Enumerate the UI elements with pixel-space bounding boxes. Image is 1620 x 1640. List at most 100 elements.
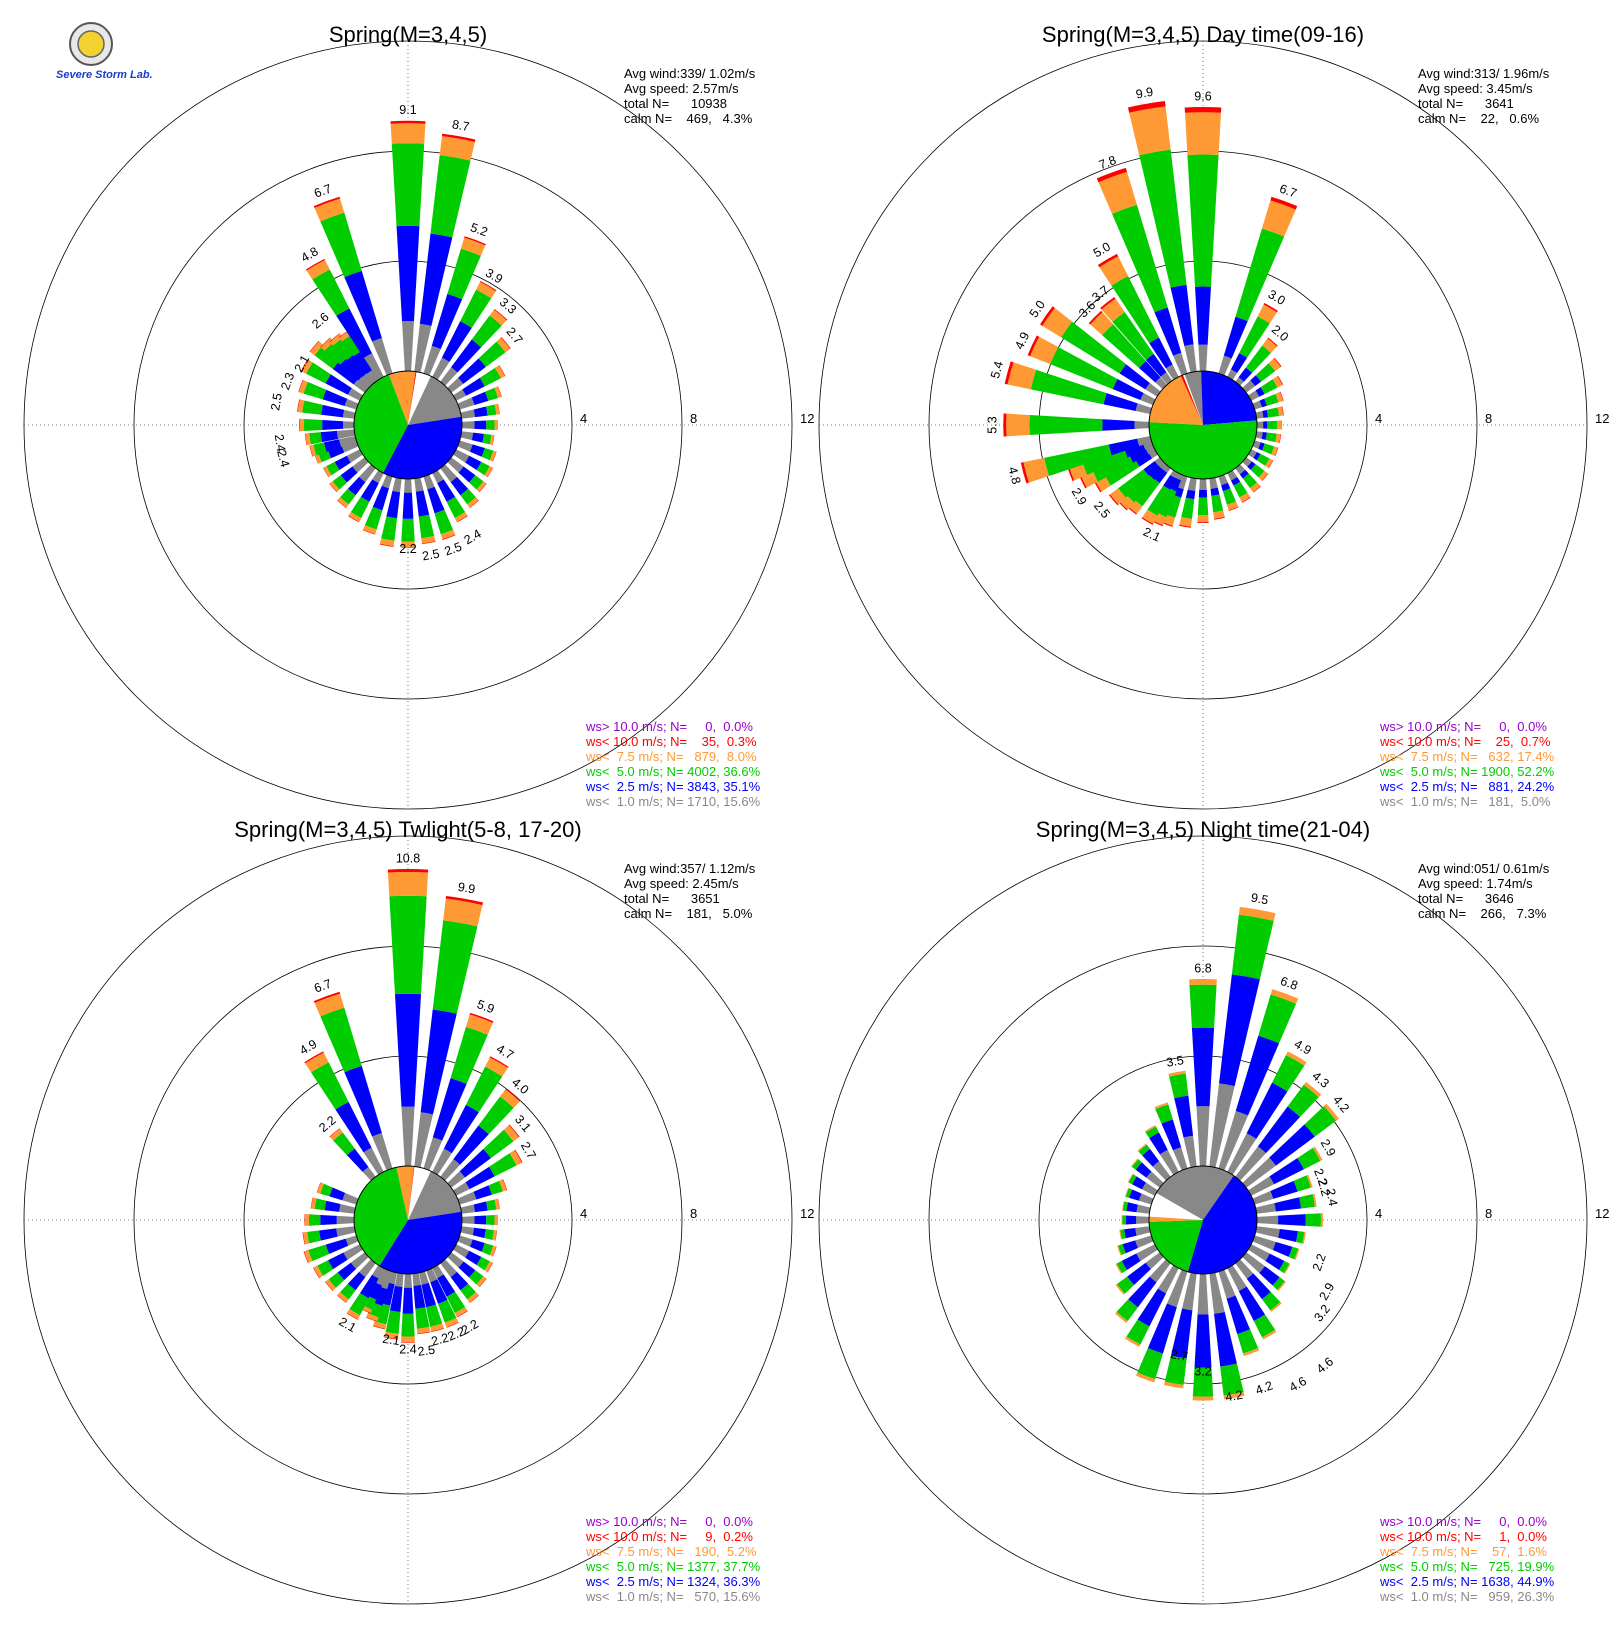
sector-bar-lt1 bbox=[1218, 355, 1232, 376]
sector-bar-lt5 bbox=[1272, 1277, 1285, 1290]
ring-label: 4 bbox=[580, 411, 587, 426]
sector-bar-lt25 bbox=[323, 439, 342, 452]
sector-bar-lt5 bbox=[1082, 448, 1128, 475]
sector-bar-lt1 bbox=[363, 353, 384, 380]
sector-bar-lt10 bbox=[487, 467, 494, 478]
sector-bar-lt75 bbox=[1303, 1081, 1322, 1098]
sector-bar-lt5 bbox=[1296, 1231, 1305, 1244]
sector-bar-lt1 bbox=[1252, 440, 1261, 449]
sector-value-label: 5.9 bbox=[475, 997, 496, 1016]
sector-bar-lt25 bbox=[1127, 1262, 1151, 1285]
sector-bar-lt75 bbox=[1262, 1329, 1277, 1340]
logo-text: Severe Storm Lab. bbox=[56, 69, 153, 81]
sector-bar-lt10 bbox=[441, 133, 476, 142]
sector-value-label: 3.9 bbox=[483, 266, 505, 287]
sector-bar-lt25 bbox=[332, 360, 359, 385]
sector-value-label: 2.9 bbox=[1318, 1137, 1339, 1159]
sector-bar-lt75 bbox=[416, 1326, 431, 1334]
sector-bar-lt25 bbox=[473, 1201, 488, 1213]
sector-bar-lt75 bbox=[1312, 1193, 1317, 1207]
sector-bar-lt5 bbox=[1192, 1367, 1214, 1397]
sector-bar-lt1 bbox=[1149, 1259, 1171, 1283]
sector-value-label: 5.0 bbox=[1027, 298, 1048, 320]
legend-entry: ws< 1.0 m/s; N= 181, 5.0% bbox=[1379, 794, 1551, 809]
sector-bar-lt10 bbox=[1184, 107, 1222, 113]
calm-pie-slice-lt5 bbox=[1149, 420, 1257, 480]
sector-bar-lt5 bbox=[1156, 488, 1177, 518]
legend-entry: ws< 10.0 m/s; N= 1, 0.0% bbox=[1379, 1529, 1547, 1544]
sector-bar-lt10 bbox=[442, 534, 456, 540]
sector-bar-lt1 bbox=[1248, 1176, 1275, 1196]
sector-bar-lt25 bbox=[340, 466, 358, 483]
sector-bar-lt1 bbox=[402, 320, 414, 372]
legend-entry: ws< 10.0 m/s; N= 9, 0.2% bbox=[585, 1529, 753, 1544]
sector-bar-lt25 bbox=[372, 485, 390, 511]
sector-bar-lt5 bbox=[1118, 1244, 1126, 1256]
sector-bar-lt25 bbox=[402, 1287, 414, 1314]
sector-bar-lt25 bbox=[1128, 1276, 1157, 1308]
sector-bar-lt75 bbox=[314, 198, 345, 222]
ring-label: 4 bbox=[1375, 1206, 1382, 1221]
sector-bar-lt25 bbox=[372, 1286, 388, 1306]
sector-bar-lt25 bbox=[396, 225, 420, 322]
sector-bar-lt25 bbox=[450, 1271, 469, 1291]
sector-bar-lt5 bbox=[415, 1307, 430, 1329]
sector-bar-lt25 bbox=[1270, 1180, 1298, 1199]
sector-value-label: 2.5 bbox=[421, 547, 441, 564]
sector-bar-lt75 bbox=[1262, 338, 1277, 353]
calm-pie-slice-lt75 bbox=[1149, 375, 1203, 425]
sector-bar-lt5 bbox=[1233, 481, 1248, 498]
legend-entry: ws< 5.0 m/s; N= 4002, 36.6% bbox=[585, 764, 761, 779]
sector-bar-lt75 bbox=[390, 123, 426, 144]
sector-bar-lt1 bbox=[1136, 1244, 1158, 1262]
calm-pie-outline bbox=[353, 370, 463, 480]
legend-entry: ws< 2.5 m/s; N= 1324, 36.3% bbox=[585, 1574, 761, 1589]
sector-bar-lt75 bbox=[494, 1214, 498, 1226]
sector-bar-lt5 bbox=[484, 1229, 494, 1240]
sector-bar-lt1 bbox=[359, 1259, 376, 1278]
sector-bar-lt1 bbox=[453, 1244, 470, 1258]
sector-bar-lt10 bbox=[479, 280, 497, 292]
sector-bar-lt10 bbox=[508, 1124, 520, 1138]
sector-bar-lt75 bbox=[384, 1331, 399, 1339]
sector-bar-lt5 bbox=[1220, 1363, 1244, 1396]
sector-bar-lt25 bbox=[1145, 353, 1167, 377]
sector-bar-lt10 bbox=[421, 541, 436, 545]
sector-bar-lt25 bbox=[1135, 452, 1153, 467]
sector-bar-lt75 bbox=[1142, 509, 1158, 524]
sector-bar-lt75 bbox=[1283, 1263, 1291, 1274]
sector-bar-lt1 bbox=[1196, 1106, 1210, 1167]
sector-value-label: 2.4 bbox=[272, 433, 288, 452]
sector-bar-lt1 bbox=[418, 1271, 429, 1285]
sector-bar-lt5 bbox=[1256, 453, 1270, 466]
sector-value-label: 2.4 bbox=[1323, 1188, 1340, 1208]
sector-bar-lt10 bbox=[400, 1341, 416, 1343]
sector-bar-lt1 bbox=[461, 1216, 475, 1224]
sector-bar-lt1 bbox=[381, 474, 393, 489]
sector-bar-lt1 bbox=[363, 1147, 384, 1175]
sector-bar-lt25 bbox=[459, 1149, 491, 1178]
sector-bar-lt25 bbox=[473, 406, 488, 418]
sector-bar-lt1 bbox=[352, 457, 369, 473]
sector-bar-lt75 bbox=[329, 1128, 343, 1141]
sector-bar-lt75 bbox=[1144, 1125, 1156, 1133]
ring-label: 12 bbox=[1595, 1206, 1609, 1221]
sector-value-label: 9.9 bbox=[1135, 85, 1155, 102]
sector-bar-lt25 bbox=[1185, 489, 1196, 500]
sector-bar-lt5 bbox=[1050, 347, 1118, 390]
sector-bar-lt5 bbox=[481, 448, 494, 461]
sector-bar-lt25 bbox=[1125, 1215, 1137, 1225]
sector-bar-lt5 bbox=[438, 1299, 457, 1323]
sector-bar-lt5 bbox=[1169, 1073, 1189, 1099]
sector-bar-lt25 bbox=[1230, 353, 1248, 373]
sector-bar-lt5 bbox=[1279, 1260, 1290, 1274]
sector-bar-lt10 bbox=[348, 515, 360, 523]
sector-bar-lt5 bbox=[446, 496, 466, 518]
legend-entry: ws< 10.0 m/s; N= 35, 0.3% bbox=[585, 734, 757, 749]
sector-bar-lt5 bbox=[1131, 1159, 1142, 1170]
sector-bar-lt5 bbox=[1253, 1314, 1276, 1338]
sector-bar-lt1 bbox=[1145, 1252, 1164, 1270]
sector-bar-lt25 bbox=[472, 1227, 486, 1239]
sector-value-label: 9.5 bbox=[1250, 891, 1270, 908]
sector-bar-lt1 bbox=[1140, 393, 1156, 406]
